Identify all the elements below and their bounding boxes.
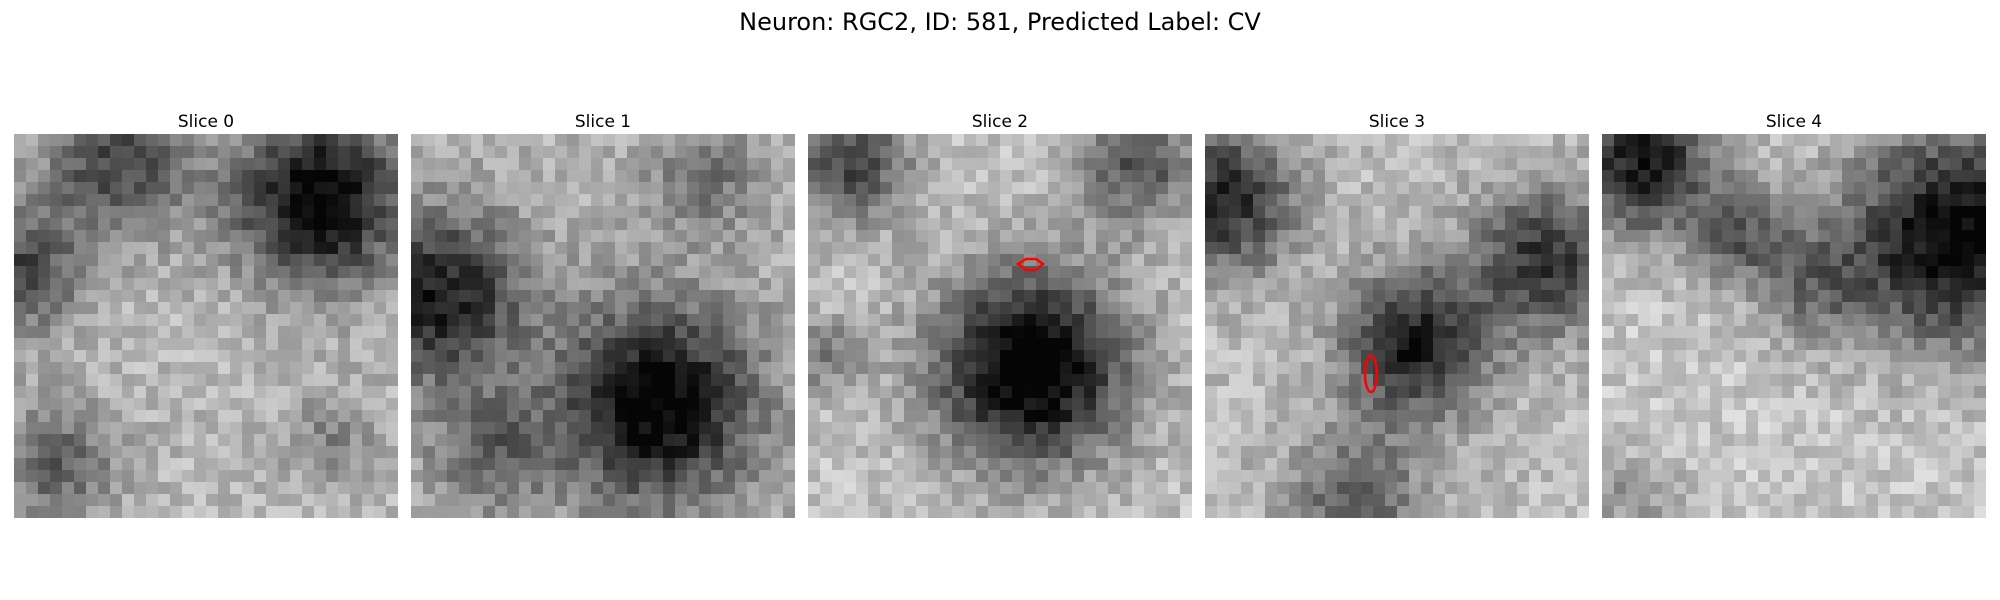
slice-image-2 xyxy=(808,134,1192,518)
slice-title-4: Slice 4 xyxy=(1765,112,1823,132)
slice-panel-1: Slice 1 xyxy=(411,112,795,518)
slice-panel-2: Slice 2 xyxy=(808,112,1192,518)
slice-panel-0: Slice 0 xyxy=(14,112,398,518)
figure-title: Neuron: RGC2, ID: 581, Predicted Label: … xyxy=(739,8,1261,36)
slice-panel-4: Slice 4 xyxy=(1602,112,1986,518)
slice-title-0: Slice 0 xyxy=(177,112,235,132)
slice-title-2: Slice 2 xyxy=(971,112,1029,132)
slice-image-0 xyxy=(14,134,398,518)
slice-image-4 xyxy=(1602,134,1986,518)
slice-image-3 xyxy=(1205,134,1589,518)
slice-image-1 xyxy=(411,134,795,518)
slice-title-1: Slice 1 xyxy=(574,112,632,132)
slice-title-3: Slice 3 xyxy=(1368,112,1426,132)
slice-panel-3: Slice 3 xyxy=(1205,112,1589,518)
